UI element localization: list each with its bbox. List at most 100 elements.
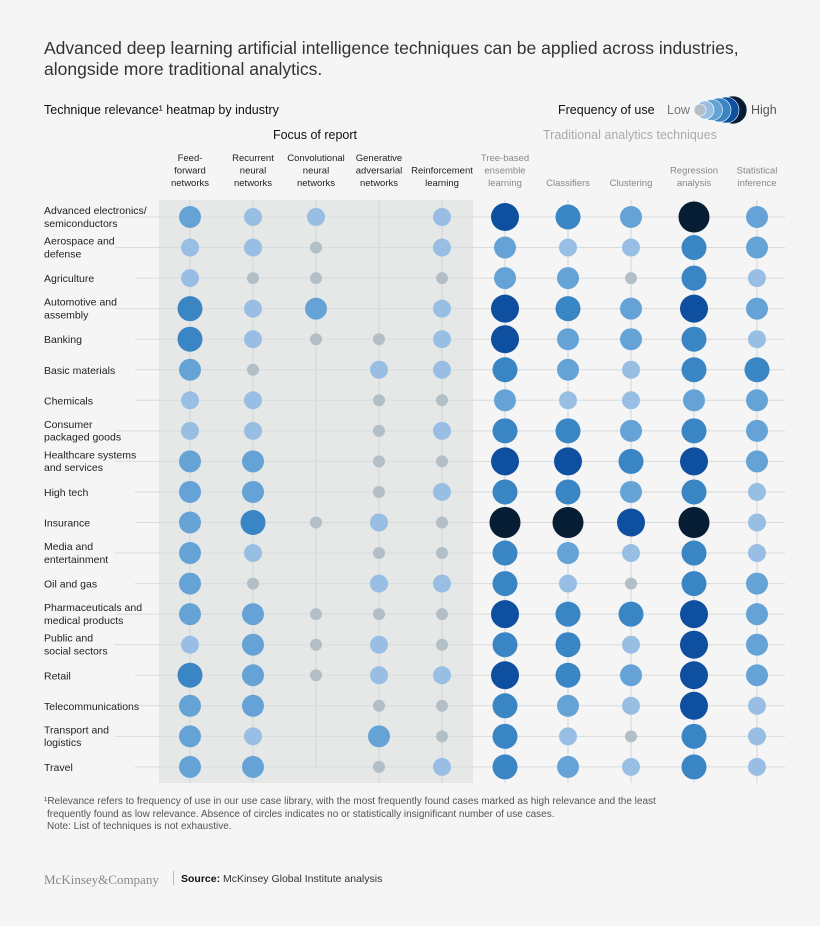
heat-cell-circle <box>746 236 768 259</box>
heat-cell-circle <box>305 297 327 320</box>
column-label: Tree-based ensemble learningTree-baseden… <box>481 153 529 189</box>
heat-cell-circle <box>555 418 581 444</box>
heat-cell-circle <box>433 360 451 379</box>
heat-cell-circle <box>310 608 322 621</box>
heat-cell-circle <box>622 360 640 379</box>
column-label-line: Convolutional <box>287 153 345 164</box>
heat-cell-circle <box>181 269 199 288</box>
headline: Advanced deep learning artificial intell… <box>44 38 739 79</box>
heat-cell-circle <box>436 608 448 621</box>
heat-cell-circle <box>433 666 451 685</box>
heat-cell-circle <box>492 357 518 383</box>
heat-cell-circle <box>746 450 768 473</box>
heat-cell-circle <box>373 424 385 437</box>
row-label-line: Retail <box>44 670 71 682</box>
heat-cell-circle <box>181 635 199 654</box>
source-label: Source: <box>181 873 221 885</box>
heat-cell-circle <box>557 542 579 565</box>
heat-cell-circle <box>368 725 390 748</box>
heat-cell-circle <box>746 633 768 656</box>
column-label: Generative adversarial networksGenerativ… <box>356 153 402 189</box>
row-label-line: packaged goods <box>44 432 121 444</box>
heat-cell-circle <box>244 330 262 349</box>
heat-cell-circle <box>177 296 203 322</box>
row-label-line: Consumer <box>44 419 93 431</box>
column-label-line: networks <box>171 178 209 189</box>
column-label: Regression analysisRegressionanalysis <box>670 166 718 190</box>
row-label-line: assembly <box>44 309 89 321</box>
heat-cell-circle <box>555 632 581 658</box>
heat-cell-circle <box>240 510 266 535</box>
heat-cell-circle <box>433 330 451 349</box>
chart-title: Technique relevance¹ heatmap by industry <box>44 103 279 117</box>
column-label-line: Regression <box>670 166 718 177</box>
heat-cell-circle <box>179 542 201 565</box>
heat-cell-circle <box>179 450 201 473</box>
column-label-line: Classifiers <box>546 178 590 189</box>
row-label: AgricultureAgriculture <box>44 273 94 285</box>
heat-cell-circle <box>244 238 262 257</box>
heat-cell-circle <box>622 238 640 257</box>
heat-cell-circle <box>436 730 448 743</box>
heat-cell-circle <box>557 328 579 351</box>
column-label-line: neural <box>303 166 329 177</box>
mckinsey-logo: McKinsey&Company <box>44 872 159 887</box>
row-label-line: semiconductors <box>44 218 118 230</box>
row-label-line: Travel <box>44 762 73 774</box>
heat-cell-circle <box>370 666 388 685</box>
heat-cell-circle <box>681 357 707 383</box>
heat-cell-circle <box>310 638 322 651</box>
heat-cell-circle <box>748 269 766 288</box>
heat-cell-circle <box>620 206 642 228</box>
heat-cell-circle <box>559 391 577 410</box>
heat-cell-circle <box>179 572 201 595</box>
group-title-traditional: Traditional analytics techniques <box>543 128 717 142</box>
heat-cell-circle <box>373 333 385 346</box>
heat-cell-circle <box>433 574 451 593</box>
heat-cell-circle <box>555 296 581 322</box>
heat-cell-circle <box>746 206 768 228</box>
group-title-focus: Focus of report <box>272 128 358 142</box>
heat-cell-circle <box>678 507 710 538</box>
heat-cell-circle <box>625 272 637 285</box>
heat-cell-circle <box>373 547 385 560</box>
column-label-line: adversarial <box>356 166 402 177</box>
heat-cell-circle <box>748 544 766 563</box>
heat-cell-circle <box>436 638 448 651</box>
row-label-line: Transport and <box>44 724 109 736</box>
column-label-line: learning <box>488 178 522 189</box>
heat-cell-circle <box>244 208 262 226</box>
column-label: Feed- forward networksFeed-forwardnetwor… <box>171 153 209 189</box>
column-label-line: inference <box>737 178 776 189</box>
heat-cell-circle <box>492 723 518 749</box>
row-label: Transport and logisticsTransport andlogi… <box>44 724 109 749</box>
heat-cell-circle <box>373 394 385 407</box>
heat-cell-circle <box>681 723 707 749</box>
heat-cell-circle <box>746 389 768 412</box>
heat-cell-circle <box>247 272 259 285</box>
heat-cell-circle <box>680 600 708 629</box>
legend-title: Frequency of use <box>558 103 655 117</box>
heat-cell-circle <box>181 391 199 410</box>
heat-cell-circle <box>622 391 640 410</box>
heat-cell-circle <box>680 661 708 690</box>
heat-cell-circle <box>492 418 518 444</box>
heat-cell-circle <box>746 664 768 687</box>
legend-swatch <box>693 103 707 117</box>
heat-cell-circle <box>748 696 766 715</box>
heat-cell-circle <box>557 694 579 717</box>
heat-cell-circle <box>748 330 766 349</box>
row-label: Public and social sectorsPublic andsocia… <box>44 633 108 658</box>
row-label-line: Basic materials <box>44 365 115 377</box>
heat-cell-circle <box>242 633 264 656</box>
heat-cell-circle <box>310 669 322 682</box>
row-label: High techHigh tech <box>44 487 89 499</box>
legend-high: High <box>751 103 777 117</box>
heat-cell-circle <box>181 421 199 440</box>
column-label-line: Feed- <box>178 153 203 164</box>
row-label-line: logistics <box>44 737 81 749</box>
heat-cell-circle <box>310 272 322 285</box>
row-label-line: and services <box>44 462 103 474</box>
heat-cell-circle <box>179 725 201 748</box>
heat-cell-circle <box>491 294 519 323</box>
